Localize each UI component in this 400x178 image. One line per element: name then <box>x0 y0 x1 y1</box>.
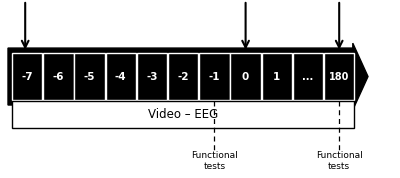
Bar <box>12 53 42 100</box>
Bar <box>324 53 354 100</box>
Bar <box>168 53 198 100</box>
Bar <box>262 53 292 100</box>
Bar <box>230 53 261 100</box>
Bar <box>106 53 136 100</box>
Text: -1: -1 <box>209 72 220 82</box>
Bar <box>74 53 105 100</box>
Bar <box>199 53 230 100</box>
Text: 1: 1 <box>273 72 280 82</box>
Text: -6: -6 <box>53 72 64 82</box>
Bar <box>293 53 323 100</box>
Text: -5: -5 <box>84 72 95 82</box>
Text: Functional
tests: Functional tests <box>191 151 238 171</box>
Text: -7: -7 <box>21 72 33 82</box>
Text: 0: 0 <box>242 72 249 82</box>
Text: Video – EEG: Video – EEG <box>148 108 218 121</box>
Text: ...: ... <box>302 72 314 82</box>
Text: -2: -2 <box>178 72 189 82</box>
Bar <box>43 53 74 100</box>
Text: Functional
tests: Functional tests <box>316 151 362 171</box>
Bar <box>137 53 167 100</box>
Text: 180: 180 <box>329 72 349 82</box>
FancyArrow shape <box>8 43 368 110</box>
Text: -3: -3 <box>146 72 158 82</box>
Bar <box>12 101 354 128</box>
Text: -4: -4 <box>115 72 127 82</box>
